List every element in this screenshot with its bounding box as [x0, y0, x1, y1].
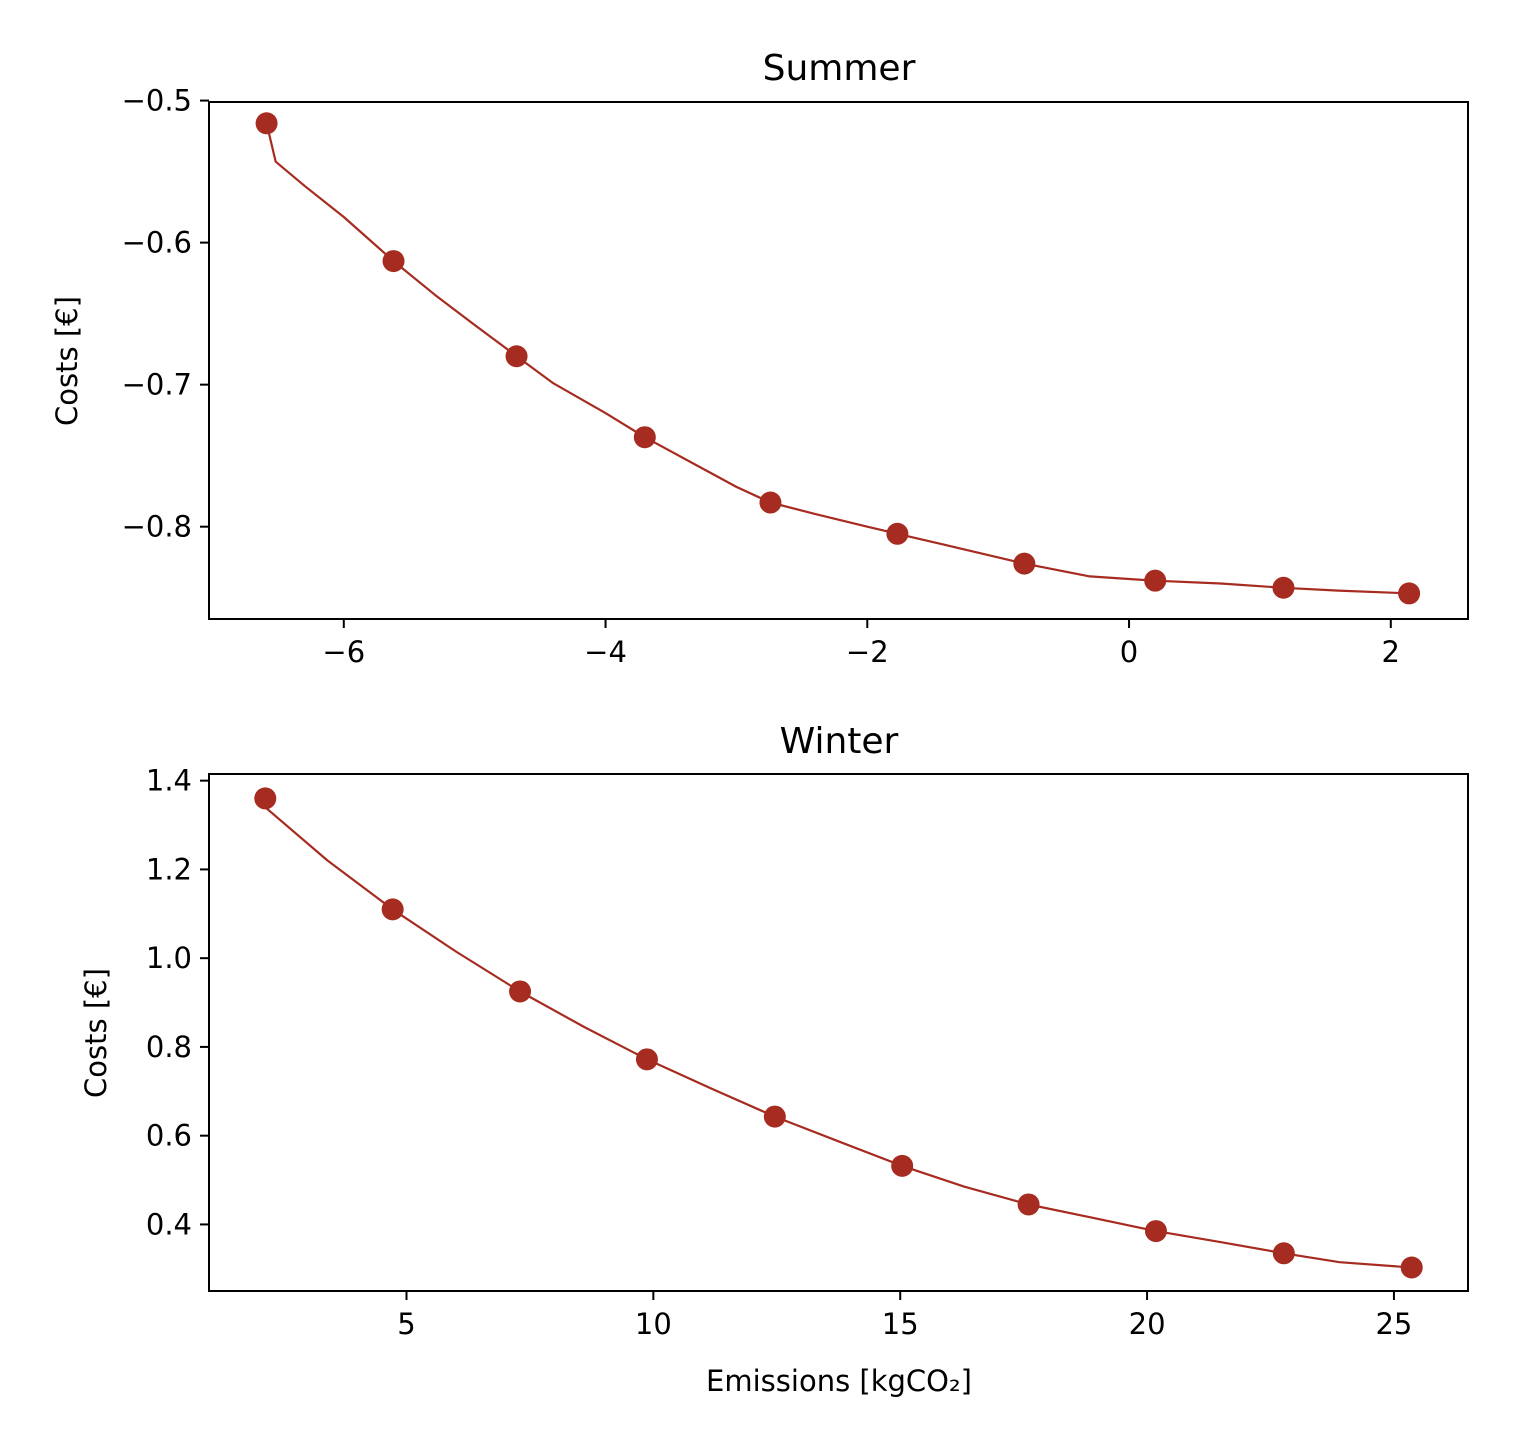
summer-x-tick-label: −4 [584, 635, 627, 669]
winter-x-tick-label: 10 [635, 1307, 672, 1341]
winter-data-point [381, 898, 404, 921]
summer-data-point [1398, 582, 1421, 605]
summer-series-line [265, 123, 1410, 595]
winter-title: Winter [780, 721, 899, 762]
winter-y-tick-label: 0.4 [146, 1207, 192, 1241]
summer-y-tick-label: −0.5 [122, 84, 192, 118]
winter-data-point [1400, 1256, 1423, 1279]
winter-panel: Winter Costs [€] Emissions [kgCO₂] 5 10 15… [79, 721, 1469, 1398]
winter-y-tick-label: 0.6 [146, 1119, 192, 1153]
winter-data-point [891, 1154, 914, 1177]
winter-x-tick-label: 25 [1375, 1307, 1412, 1341]
winter-y-axis-label: Costs [€] [79, 968, 113, 1098]
winter-y-tick-label: 0.8 [146, 1030, 192, 1064]
summer-y-tick-label: −0.8 [122, 510, 192, 544]
winter-x-tick-label: 5 [397, 1307, 415, 1341]
summer-data-point [1013, 552, 1036, 575]
summer-data-point [633, 426, 656, 449]
winter-plot-frame [208, 773, 1469, 1292]
summer-data-point [1144, 569, 1167, 592]
winter-data-point [635, 1048, 658, 1071]
summer-y-axis-label: Costs [€] [50, 296, 84, 426]
summer-data-point [382, 250, 405, 273]
summer-panel: Summer Costs [€] −6 −4 −2 0 2 −0.5 −0.6 −0.7 −0.… [50, 48, 1469, 669]
summer-x-tick-label: −2 [846, 635, 889, 669]
summer-data-point [505, 345, 528, 368]
winter-data-point [254, 787, 277, 810]
summer-x-tick-label: 0 [1120, 635, 1138, 669]
winter-series-line [264, 806, 1412, 1269]
winter-x-tick-label: 15 [882, 1307, 919, 1341]
winter-x-axis-label: Emissions [kgCO₂] [706, 1364, 972, 1398]
summer-y-tick-label: −0.7 [122, 368, 192, 402]
summer-x-tick-label: 2 [1382, 635, 1400, 669]
winter-data-point [1017, 1193, 1040, 1216]
summer-data-point [255, 112, 278, 135]
winter-data-point [1144, 1220, 1167, 1243]
summer-data-point [886, 522, 909, 545]
winter-data-point [509, 980, 532, 1003]
winter-y-tick-label: 1.0 [146, 941, 192, 975]
summer-data-point [759, 491, 782, 514]
winter-x-tick-label: 20 [1129, 1307, 1166, 1341]
summer-title: Summer [763, 48, 916, 89]
summer-y-tick-label: −0.6 [122, 226, 192, 260]
winter-y-tick-label: 1.4 [146, 764, 192, 798]
winter-y-tick-label: 1.2 [146, 852, 192, 886]
summer-data-point [1272, 576, 1295, 599]
summer-x-tick-label: −6 [322, 635, 365, 669]
winter-data-point [763, 1105, 786, 1128]
winter-data-point [1272, 1242, 1295, 1265]
summer-plot-frame [208, 101, 1469, 620]
